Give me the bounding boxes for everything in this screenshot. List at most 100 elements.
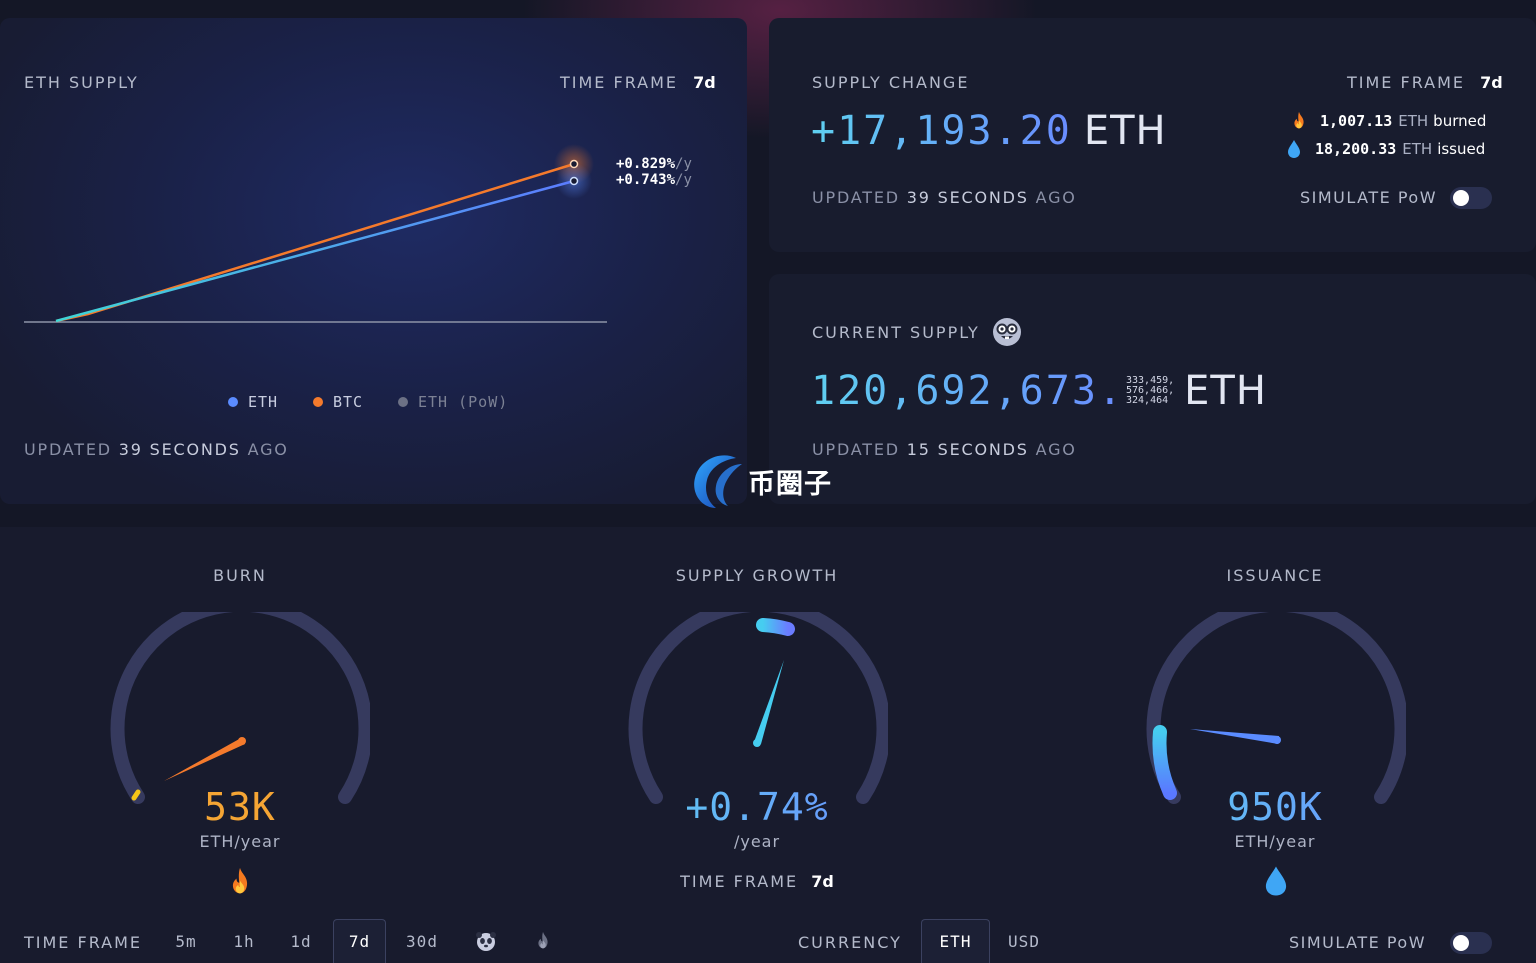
legend-eth-pow[interactable]: ETH (PoW) xyxy=(398,393,508,411)
fire-icon xyxy=(1294,111,1304,129)
issuance-gauge-needle xyxy=(1190,729,1279,744)
footer-simulate-pow-toggle[interactable] xyxy=(1450,932,1492,954)
growth-gauge-title: SUPPLY GROWTH xyxy=(675,566,839,585)
burned-row: 1,007.13 ETH burned xyxy=(1288,110,1486,132)
issued-value: 18,200.33 xyxy=(1315,140,1397,158)
growth-gauge-needle xyxy=(754,660,784,744)
footer-simulate-pow-label: SIMULATE PoW xyxy=(1289,933,1427,952)
time-frame-value: 7d xyxy=(811,872,834,891)
burned-label: burned xyxy=(1433,112,1487,130)
footer-time-frame-label: TIME FRAME xyxy=(24,933,143,952)
current-updated-text: UPDATED 15 SECONDS AGO xyxy=(812,440,1077,459)
toggle-knob xyxy=(1453,935,1469,951)
droplet-icon xyxy=(1265,866,1287,896)
current-supply-integer: 120,692,673. xyxy=(811,368,1124,414)
current-supply-header: CURRENT SUPPLY xyxy=(812,317,1022,347)
growth-gauge xyxy=(628,612,888,804)
issuance-gauge-track xyxy=(1146,612,1406,804)
fire-icon xyxy=(538,931,548,949)
time-frame-30d-button[interactable]: 30d xyxy=(406,931,438,951)
burn-unit: ETH/year xyxy=(199,832,281,851)
burn-gauge-needle xyxy=(164,738,245,781)
current-supply-unit: ETH xyxy=(1184,368,1267,414)
droplet-icon xyxy=(1288,140,1300,158)
eth-series-line xyxy=(55,179,575,323)
growth-time-frame: TIME FRAME 7d xyxy=(607,872,907,891)
legend-btc-label: BTC xyxy=(333,393,364,411)
updated-suffix: AGO xyxy=(247,440,289,459)
btc-rate-unit: /y xyxy=(675,156,692,172)
updated-value: 39 SECONDS xyxy=(906,188,1029,207)
issuance-value: 950K xyxy=(1125,785,1425,829)
watermark-text: 币圈子 xyxy=(748,468,832,500)
issued-label: issued xyxy=(1437,140,1486,158)
time-frame-since-burn-button[interactable] xyxy=(527,919,559,963)
updated-value: 39 SECONDS xyxy=(118,440,241,459)
issued-unit: ETH xyxy=(1402,140,1433,158)
issuance-gauge-fill xyxy=(1152,725,1177,800)
current-supply-amount: 120,692,673. 333,459, 576,466, 324,464 E… xyxy=(811,368,1267,414)
currency-eth-button[interactable]: ETH xyxy=(921,919,990,963)
btc-end-point xyxy=(569,159,579,169)
updated-prefix: UPDATED xyxy=(812,440,900,459)
growth-gauge-fill xyxy=(756,618,795,636)
watermark: 币圈子 xyxy=(692,452,832,510)
time-frame-1d-button[interactable]: 1d xyxy=(290,931,312,951)
issuance-unit: ETH/year xyxy=(1234,832,1316,851)
decimals-line-2: 576,466, xyxy=(1125,385,1175,396)
eth-supply-card: ETH SUPPLY TIME FRAME 7d +0.82 xyxy=(0,18,747,504)
supply-change-card: SUPPLY CHANGE TIME FRAME 7d +17,193.20 E… xyxy=(769,18,1536,252)
supply-change-unit: ETH xyxy=(1083,108,1167,154)
nerd-face-icon xyxy=(992,318,1021,346)
legend-eth[interactable]: ETH xyxy=(228,393,278,411)
eth-pow-dot-icon xyxy=(398,397,408,407)
time-frame-label: TIME FRAME xyxy=(1347,73,1466,92)
time-frame-5m-button[interactable]: 5m xyxy=(175,931,197,951)
change-updated-text: UPDATED 39 SECONDS AGO xyxy=(812,188,1077,207)
time-frame-value: 7d xyxy=(693,73,716,92)
supply-updated-text: UPDATED 39 SECONDS AGO xyxy=(24,440,289,459)
time-frame-label: TIME FRAME xyxy=(680,872,799,891)
time-frame-1h-button[interactable]: 1h xyxy=(233,931,255,951)
watermark-logo-icon xyxy=(694,455,742,508)
supply-change-value: +17,193.20 xyxy=(811,108,1072,154)
btc-series-line xyxy=(55,162,575,323)
issuance-gauge-title: ISSUANCE xyxy=(1226,566,1324,585)
decimals-line-1: 333,459, xyxy=(1125,375,1175,386)
current-supply-decimals: 333,459, 576,466, 324,464 xyxy=(1126,376,1174,406)
burn-gauge-track xyxy=(110,612,370,804)
eth-rate-label: +0.743%/y xyxy=(616,172,692,188)
issuance-needle-hub xyxy=(1273,736,1281,744)
supply-chart xyxy=(24,144,607,323)
current-supply-title: CURRENT SUPPLY xyxy=(812,322,980,342)
legend-btc[interactable]: BTC xyxy=(313,393,363,411)
time-frame-label: TIME FRAME xyxy=(560,73,679,92)
burn-gauge-title: BURN xyxy=(213,566,267,585)
burn-gauge xyxy=(110,612,370,804)
burn-value: 53K xyxy=(204,785,276,829)
updated-value: 15 SECONDS xyxy=(906,440,1029,459)
current-supply-card: CURRENT SUPPLY 120,692,673. 333,459, 576… xyxy=(769,274,1536,504)
time-frame-indicator: TIME FRAME 7d xyxy=(1347,73,1503,92)
eth-dot-icon xyxy=(228,397,238,407)
growth-value: +0.74% xyxy=(607,785,907,829)
btc-rate-value: +0.829% xyxy=(616,156,676,172)
decimals-line-3: 324,464 xyxy=(1125,395,1169,406)
growth-gauge-track xyxy=(628,612,888,804)
time-frame-7d-button[interactable]: 7d xyxy=(333,919,386,963)
toggle-knob xyxy=(1453,190,1469,206)
updated-suffix: AGO xyxy=(1035,188,1077,207)
supply-change-title: SUPPLY CHANGE xyxy=(812,73,970,92)
simulate-pow-label: SIMULATE PoW xyxy=(1300,188,1438,207)
growth-unit: /year xyxy=(733,832,781,851)
time-frame-since-merge-button[interactable] xyxy=(470,919,502,963)
supply-change-amount: +17,193.20 ETH xyxy=(811,108,1167,154)
simulate-pow-toggle[interactable] xyxy=(1450,187,1492,209)
currency-usd-button[interactable]: USD xyxy=(1008,931,1040,951)
btc-dot-icon xyxy=(313,397,323,407)
updated-prefix: UPDATED xyxy=(24,440,112,459)
btc-rate-label: +0.829%/y xyxy=(616,156,692,172)
burn-gauge-fill xyxy=(131,789,141,801)
burned-value: 1,007.13 xyxy=(1320,112,1393,130)
burn-needle-hub xyxy=(238,737,246,745)
